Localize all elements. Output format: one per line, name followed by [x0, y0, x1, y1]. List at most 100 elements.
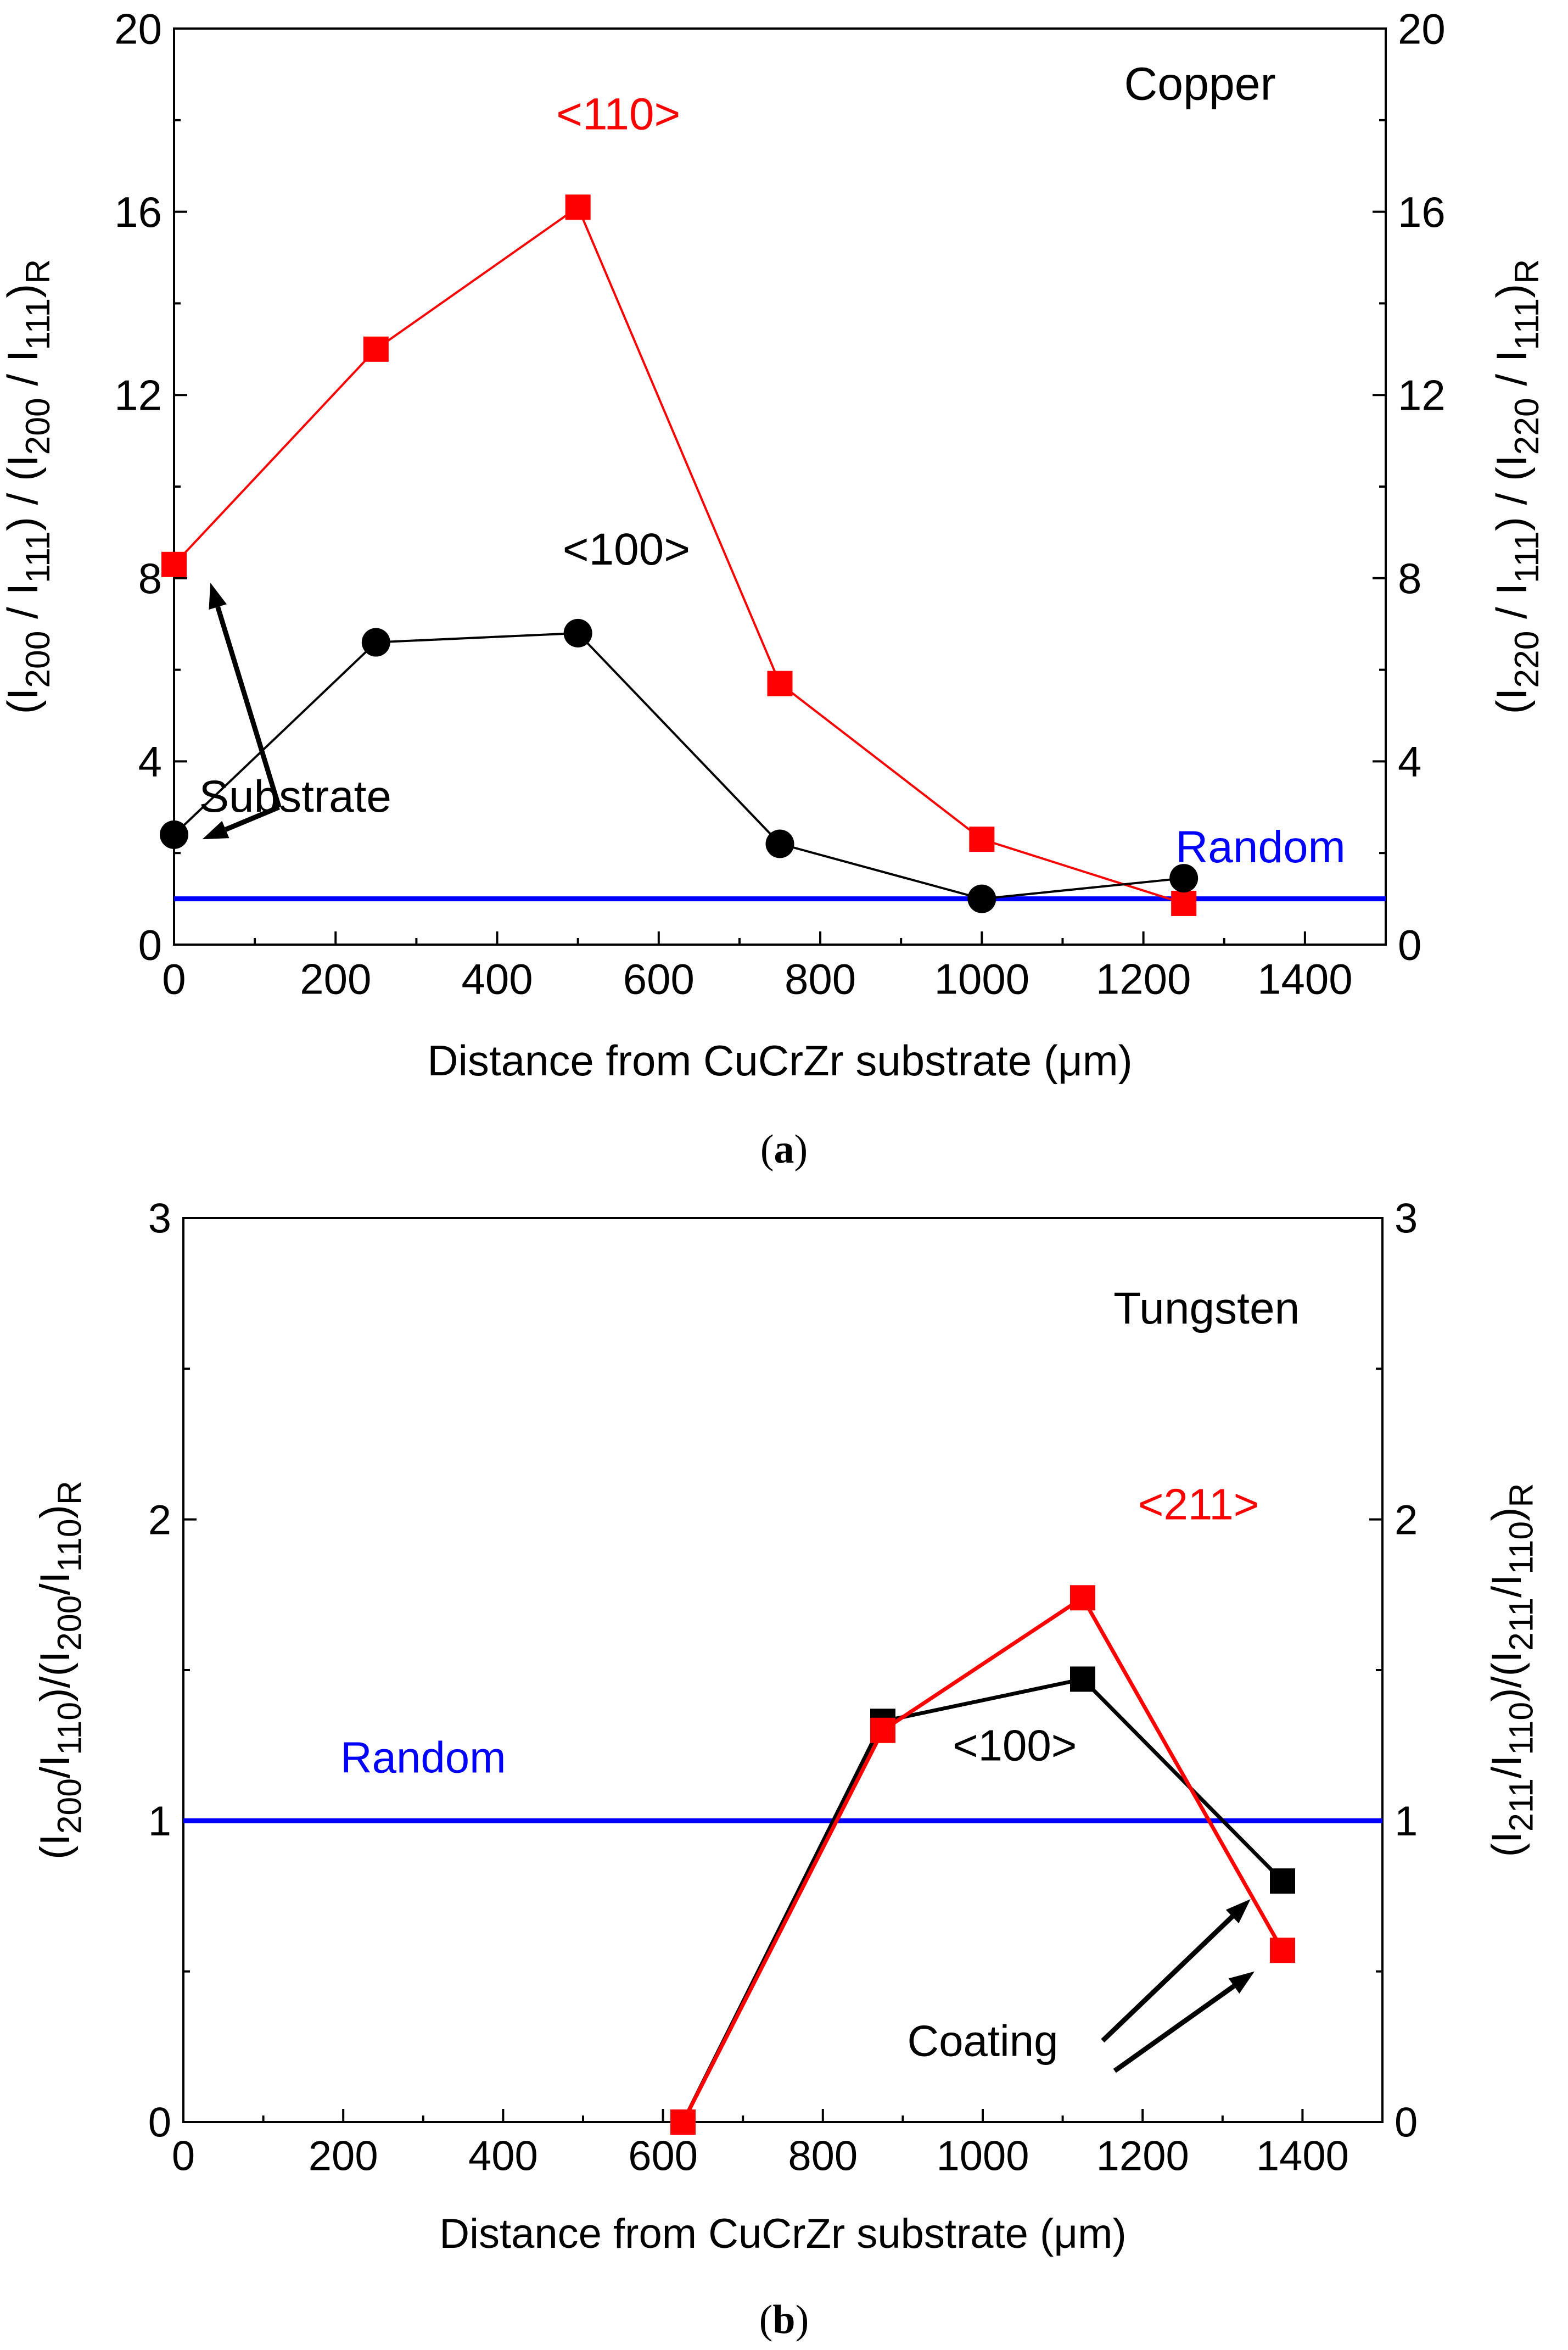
- y-axis-label-left-part: 200: [19, 398, 57, 455]
- x-tick-label: 400: [461, 955, 533, 1003]
- y-axis-label-left-part: / I: [0, 350, 47, 398]
- y-axis-label-right-part: 220: [1508, 398, 1546, 455]
- y-tick-label-right: 1: [1395, 1798, 1418, 1845]
- caption-letter: b: [772, 2297, 795, 2342]
- annotation-arrow-head: [1225, 1899, 1251, 1924]
- data-point-circle: [563, 618, 592, 647]
- y-axis-label-left-part: 111: [19, 531, 57, 583]
- y-axis-label-right-part: 111: [1508, 298, 1546, 350]
- x-tick-label: 400: [468, 2133, 538, 2179]
- annotation-arrow-shaft: [1113, 1984, 1236, 2073]
- y-axis-label-right-part: / I: [1487, 350, 1536, 398]
- annotation-arrow-head: [1228, 1971, 1255, 1994]
- annotation-label: Random: [340, 1733, 506, 1782]
- x-tick-label: 1400: [1256, 2133, 1349, 2179]
- y-axis-label-left-part: (I: [32, 1834, 79, 1859]
- panel-caption: (b): [759, 2297, 809, 2342]
- y-tick-label-right: 2: [1395, 1497, 1418, 1543]
- panel-title: Tungsten: [1113, 1283, 1300, 1333]
- annotation-label: <110>: [556, 89, 680, 139]
- y-axis-label-right-part: 211: [1502, 1778, 1539, 1832]
- y-axis-label-left-part: 200: [51, 1595, 88, 1651]
- y-axis-label-left-part: ): [0, 284, 47, 298]
- annotation-arrow-head: [202, 820, 229, 840]
- y-axis-label-left-part: ) / (I: [0, 455, 47, 531]
- y-tick-label-left: 0: [148, 2100, 171, 2146]
- series-line-0: [681, 1677, 1284, 2123]
- y-axis-label-right-part: R: [1502, 1483, 1539, 1508]
- data-point-circle: [1169, 864, 1199, 893]
- y-axis-label-left-part: R: [19, 259, 57, 284]
- series-line-1: [681, 1595, 1285, 2123]
- panel-title: Copper: [1124, 58, 1275, 109]
- x-tick-label: 1400: [1257, 955, 1353, 1003]
- data-point-square: [1070, 1666, 1095, 1692]
- data-point-square: [565, 194, 591, 220]
- x-tick-label: 200: [309, 2133, 378, 2179]
- y-axis-label-right-part: / I: [1487, 583, 1536, 631]
- y-tick-label-right: 0: [1398, 920, 1421, 969]
- y-axis-label-right-part: 110: [1502, 1702, 1539, 1755]
- data-point-square: [1270, 1938, 1295, 1963]
- y-tick-label-right: 3: [1395, 1196, 1418, 1242]
- y-axis-label-left-part: 111: [19, 298, 57, 350]
- y-tick-label-left: 3: [148, 1196, 171, 1242]
- y-tick-label-left: 1: [148, 1798, 171, 1845]
- annotation-arrow-head: [209, 583, 227, 610]
- annotation-label: Random: [1175, 822, 1346, 872]
- x-tick-label: 1000: [934, 955, 1030, 1003]
- y-axis-label-right: (I211/I110)/(I211/I110)R: [1483, 1483, 1539, 1857]
- x-tick-label: 200: [300, 955, 371, 1003]
- x-tick-label: 0: [162, 955, 186, 1003]
- x-tick-label: 600: [623, 955, 695, 1003]
- annotation-arrow-shaft: [225, 805, 281, 832]
- y-axis-label-left-part: 200: [51, 1778, 88, 1834]
- series-line-1: [173, 632, 1184, 900]
- y-tick-label-left: 0: [138, 920, 162, 969]
- y-tick-label-right: 0: [1395, 2100, 1418, 2146]
- x-axis-label: Distance from CuCrZr substrate (μm): [427, 1036, 1133, 1085]
- y-axis-label-left-part: ): [32, 1505, 79, 1519]
- y-tick-label-left: 12: [114, 371, 162, 420]
- data-point-square: [1270, 1868, 1295, 1894]
- x-tick-label: 800: [788, 2133, 858, 2179]
- y-axis-label-right-part: ): [1487, 284, 1536, 298]
- data-point-square: [161, 551, 187, 577]
- y-axis-label-right-part: )/(I: [1483, 1651, 1530, 1702]
- y-tick-label-left: 2: [148, 1497, 171, 1543]
- caption-paren-open: (: [759, 2297, 773, 2342]
- y-axis-label-right: (I220 / I111) / (I220 / I111)R: [1487, 259, 1546, 715]
- y-axis-label-left-part: /I: [32, 1572, 79, 1595]
- x-tick-label: 0: [172, 2133, 195, 2179]
- data-point-circle: [967, 884, 996, 913]
- annotation-label: <100>: [563, 524, 690, 574]
- y-axis-label-left-part: / I: [0, 583, 47, 631]
- y-axis-label-left-part: /I: [32, 1755, 79, 1778]
- y-axis-label-left-part: 200: [19, 631, 57, 688]
- annotation-label: Substrate: [199, 772, 391, 822]
- y-axis-label-right-part: 110: [1502, 1521, 1539, 1575]
- x-tick-label: 1000: [936, 2133, 1029, 2179]
- y-axis-label-left-part: )/(I: [32, 1651, 79, 1702]
- annotation-label: <211>: [1138, 1480, 1259, 1529]
- y-axis-label-left: (I200/I110)/(I200/I110)R: [32, 1481, 88, 1860]
- y-tick-label-left: 8: [138, 554, 162, 602]
- y-tick-label-right: 20: [1398, 4, 1446, 53]
- caption-paren-open: (: [760, 1127, 774, 1172]
- data-point-square: [969, 827, 995, 852]
- y-tick-label-left: 16: [114, 188, 162, 236]
- y-tick-label-left: 4: [138, 738, 162, 786]
- data-point-circle: [160, 820, 188, 849]
- y-axis-label-left-part: R: [51, 1481, 88, 1505]
- annotation-arrow-shaft: [1101, 1914, 1234, 2043]
- y-axis-label-left-part: (I: [0, 688, 47, 715]
- y-axis-label-right-part: 220: [1508, 631, 1546, 688]
- y-axis-label-left-part: 110: [51, 1702, 88, 1755]
- data-point-square: [670, 2109, 696, 2135]
- data-point-square: [870, 1717, 895, 1743]
- y-axis-label-right-part: /I: [1483, 1755, 1530, 1778]
